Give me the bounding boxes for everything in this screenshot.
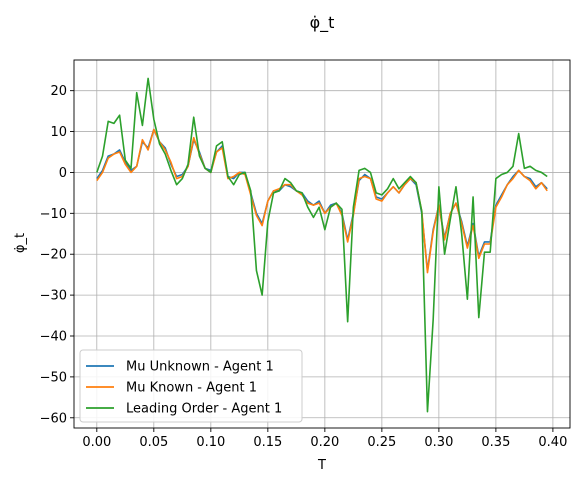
legend-label: Mu Unknown - Agent 1 [126, 360, 274, 375]
series-line [96, 128, 548, 274]
y-tick-label: 20 [50, 84, 67, 99]
y-tick-label: −10 [40, 207, 67, 222]
y-tick-label: −50 [40, 370, 67, 385]
x-tick-label: 0.20 [310, 435, 339, 450]
x-tick-label: 0.05 [139, 435, 168, 450]
x-tick-label: 0.35 [481, 435, 510, 450]
x-axis-label: T [317, 458, 326, 473]
y-tick-label: 0 [59, 166, 67, 181]
y-axis-label: φ̇_t [13, 233, 28, 253]
x-tick-label: 0.25 [367, 435, 396, 450]
x-tick-label: 0.40 [538, 435, 567, 450]
legend-box [79, 349, 303, 423]
x-tick-label: 0.15 [253, 435, 282, 450]
legend-label: Leading Order - Agent 1 [126, 402, 282, 417]
plot-frame [73, 59, 571, 429]
plot-area: 0.00 0.05 0.10 0.15 0.20 0.25 0.30 0.35 0.40 −60 −… [40, 59, 571, 450]
y-tick-label: −20 [40, 248, 67, 263]
legend-label: Mu Known - Agent 1 [126, 381, 257, 396]
legend: Mu Unknown - Agent 1 Mu Known - Agent 1 Le… [79, 349, 303, 423]
chart-title: φ̇_t [310, 13, 335, 33]
series-line [96, 77, 548, 413]
x-tick-label: 0.00 [82, 435, 111, 450]
y-tick-label: −30 [40, 289, 67, 304]
y-tick-label: 10 [50, 125, 67, 140]
x-tick-label: 0.30 [424, 435, 453, 450]
x-tick-label: 0.10 [196, 435, 225, 450]
y-tick-label: −60 [40, 411, 67, 426]
y-tick-label: −40 [40, 330, 67, 345]
